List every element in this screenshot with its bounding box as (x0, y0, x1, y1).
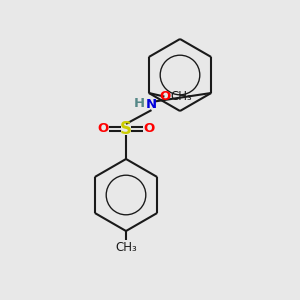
Text: O: O (98, 122, 109, 136)
Text: O: O (159, 90, 170, 103)
Text: H: H (133, 97, 145, 110)
Text: O: O (143, 122, 154, 136)
Text: N: N (146, 98, 157, 112)
Text: CH₃: CH₃ (115, 241, 137, 254)
Text: S: S (120, 120, 132, 138)
Text: CH₃: CH₃ (170, 90, 192, 103)
